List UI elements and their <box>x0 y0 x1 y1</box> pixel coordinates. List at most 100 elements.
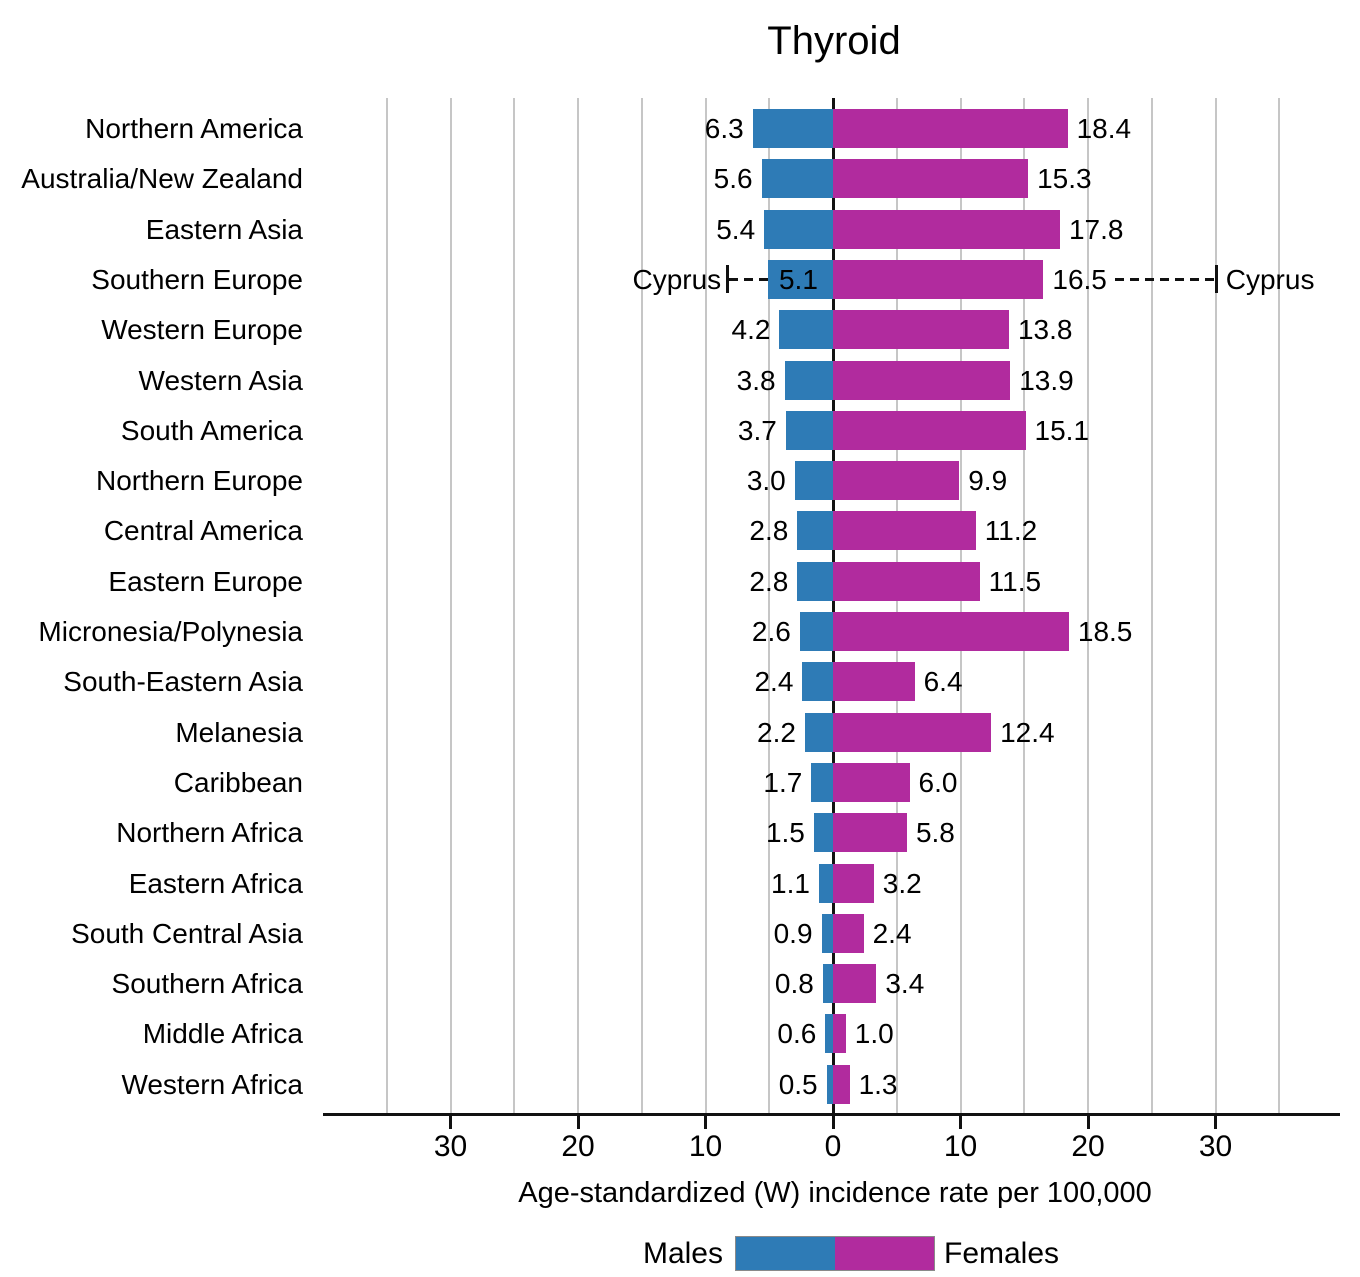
female-bar <box>833 410 1026 450</box>
legend-males-swatch <box>735 1236 835 1271</box>
male-value-label: 2.8 <box>749 565 789 597</box>
male-value-label: 2.2 <box>757 716 796 748</box>
male-value-label: 0.5 <box>778 1068 818 1100</box>
female-value-label: 6.4 <box>923 666 963 698</box>
gridline <box>1150 98 1153 1113</box>
category-label: Central America <box>103 515 303 547</box>
male-value-label: 0.6 <box>777 1018 817 1050</box>
female-value-label: 5.8 <box>915 817 955 849</box>
x-tick-mark <box>831 1116 835 1129</box>
female-bar <box>833 913 864 953</box>
category-label: Western Asia <box>138 364 303 396</box>
category-label: Melanesia <box>175 716 303 748</box>
female-value-label: 12.4 <box>1000 716 1055 748</box>
male-value-label: 2.6 <box>751 616 791 647</box>
gridline <box>1087 98 1089 1113</box>
female-bar <box>833 310 1009 350</box>
gridline <box>513 98 516 1113</box>
male-bar <box>825 1014 833 1054</box>
category-label: Micronesia/Polynesia <box>38 616 303 647</box>
category-label: Australia/New Zealand <box>21 163 303 195</box>
x-tick-label: 20 <box>1071 1130 1105 1163</box>
category-label: Northern Africa <box>116 817 303 849</box>
male-bar <box>797 561 833 601</box>
annotation-cap <box>1215 265 1219 294</box>
male-bar <box>821 913 833 953</box>
male-value-label: 3.0 <box>746 465 786 497</box>
female-value-label: 3.2 <box>882 867 922 899</box>
male-bar <box>779 310 833 350</box>
category-label: Western Africa <box>121 1068 303 1100</box>
x-tick-label: 30 <box>433 1130 468 1163</box>
female-bar <box>833 662 915 702</box>
female-bar <box>833 360 1011 400</box>
category-label: Southern Africa <box>111 968 303 1000</box>
category-label: Eastern Africa <box>128 867 303 899</box>
x-tick-label: 30 <box>1198 1130 1233 1163</box>
male-value-label: 5.6 <box>713 163 753 195</box>
zero-baseline <box>831 98 835 1116</box>
female-bar <box>833 461 960 501</box>
female-bar <box>833 209 1060 249</box>
female-value-label: 1.0 <box>854 1018 894 1050</box>
male-value-label: 3.8 <box>736 364 776 396</box>
annotation-cap <box>725 265 729 294</box>
gridline <box>577 98 579 1113</box>
female-bar <box>833 109 1068 148</box>
category-label: Caribbean <box>173 766 303 798</box>
female-value-label: 15.3 <box>1037 163 1092 195</box>
x-tick-label: 20 <box>561 1130 595 1163</box>
x-tick-mark <box>704 1116 707 1129</box>
male-bar <box>764 209 833 249</box>
female-value-label: 18.5 <box>1077 616 1133 647</box>
legend-females-swatch <box>835 1236 935 1271</box>
male-bar <box>785 410 833 450</box>
gridline <box>1278 98 1281 1113</box>
category-label: Northern America <box>85 113 303 144</box>
female-bar <box>833 964 877 1004</box>
gridline <box>1023 98 1026 1113</box>
male-bar <box>813 813 833 853</box>
male-bar <box>794 461 833 501</box>
category-label: Southern Europe <box>91 263 303 295</box>
category-label: Eastern Asia <box>145 213 303 245</box>
female-value-label: 15.1 <box>1034 414 1090 446</box>
male-value-label: 2.4 <box>754 666 794 698</box>
male-value-label: 1.7 <box>763 766 803 798</box>
female-value-label: 11.2 <box>984 515 1038 547</box>
male-bar <box>797 511 833 551</box>
female-value-label: 17.8 <box>1068 213 1124 245</box>
x-tick-mark <box>449 1116 452 1129</box>
annotation-country-label: Cyprus <box>1225 263 1315 295</box>
x-tick-mark <box>576 1116 580 1129</box>
female-bar <box>833 813 907 853</box>
female-value-label: 13.9 <box>1019 364 1074 396</box>
male-bar <box>826 1064 833 1104</box>
female-bar <box>833 159 1029 199</box>
female-bar <box>833 762 910 802</box>
male-value-label: 6.3 <box>704 113 744 144</box>
male-value-label: 2.8 <box>749 515 789 547</box>
category-label: Middle Africa <box>142 1018 303 1050</box>
category-label: South America <box>120 414 303 446</box>
category-label: Northern Europe <box>95 465 303 497</box>
x-axis-line <box>323 1113 1340 1116</box>
female-bar <box>833 259 1044 299</box>
female-value-label: 3.4 <box>885 968 925 1000</box>
female-value-label: 1.3 <box>858 1068 898 1100</box>
female-value-label: 18.4 <box>1076 113 1132 144</box>
x-tick-label: 10 <box>943 1130 978 1163</box>
gridline <box>640 98 643 1113</box>
category-label: Western Europe <box>101 314 303 346</box>
gridline <box>385 98 388 1113</box>
female-value-label: 6.0 <box>918 766 958 798</box>
annotation-dash-line <box>729 277 768 281</box>
male-bar <box>802 662 833 702</box>
legend-females-label: Females <box>944 1237 1060 1270</box>
male-bar <box>818 863 833 903</box>
female-bar <box>833 863 874 903</box>
male-bar <box>761 159 833 199</box>
male-value-label: 3.7 <box>737 414 777 446</box>
female-bar <box>833 612 1069 651</box>
